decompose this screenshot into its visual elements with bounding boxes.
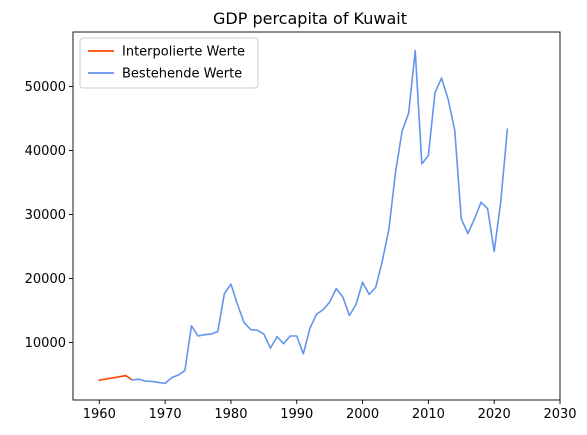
x-tick-label-2000: 2000	[346, 407, 379, 422]
legend-label-2: Bestehende Werte	[122, 67, 242, 82]
axes-frame	[72, 31, 561, 401]
y-tick-label-10000: 10000	[25, 336, 66, 351]
y-tick-label-30000: 30000	[25, 208, 66, 223]
axes: 1960 1970 1980 1990 2000 2010 2020 2030 10000 200…	[25, 31, 577, 422]
plot-area	[98, 49, 509, 385]
y-tick-label-40000: 40000	[25, 144, 66, 159]
x-tick-label-1970: 1970	[149, 407, 182, 422]
chart-title: GDP percapita of Kuwait	[213, 9, 407, 28]
x-tick-label-2030: 2030	[543, 407, 576, 422]
legend-label-1: Interpolierte Werte	[122, 45, 245, 60]
x-tick-label-1960: 1960	[83, 407, 116, 422]
series-line-1	[98, 374, 134, 382]
x-tick-label-1990: 1990	[280, 407, 313, 422]
y-tick-label-50000: 50000	[25, 80, 66, 95]
series-line-2	[131, 49, 509, 385]
legend-box	[79, 37, 259, 89]
x-tick-label-1980: 1980	[214, 407, 247, 422]
x-tick-label-2020: 2020	[478, 407, 511, 422]
legend: Interpolierte Werte Bestehende Werte	[79, 37, 259, 89]
y-tick-label-20000: 20000	[25, 272, 66, 287]
x-tick-label-2010: 2010	[412, 407, 445, 422]
